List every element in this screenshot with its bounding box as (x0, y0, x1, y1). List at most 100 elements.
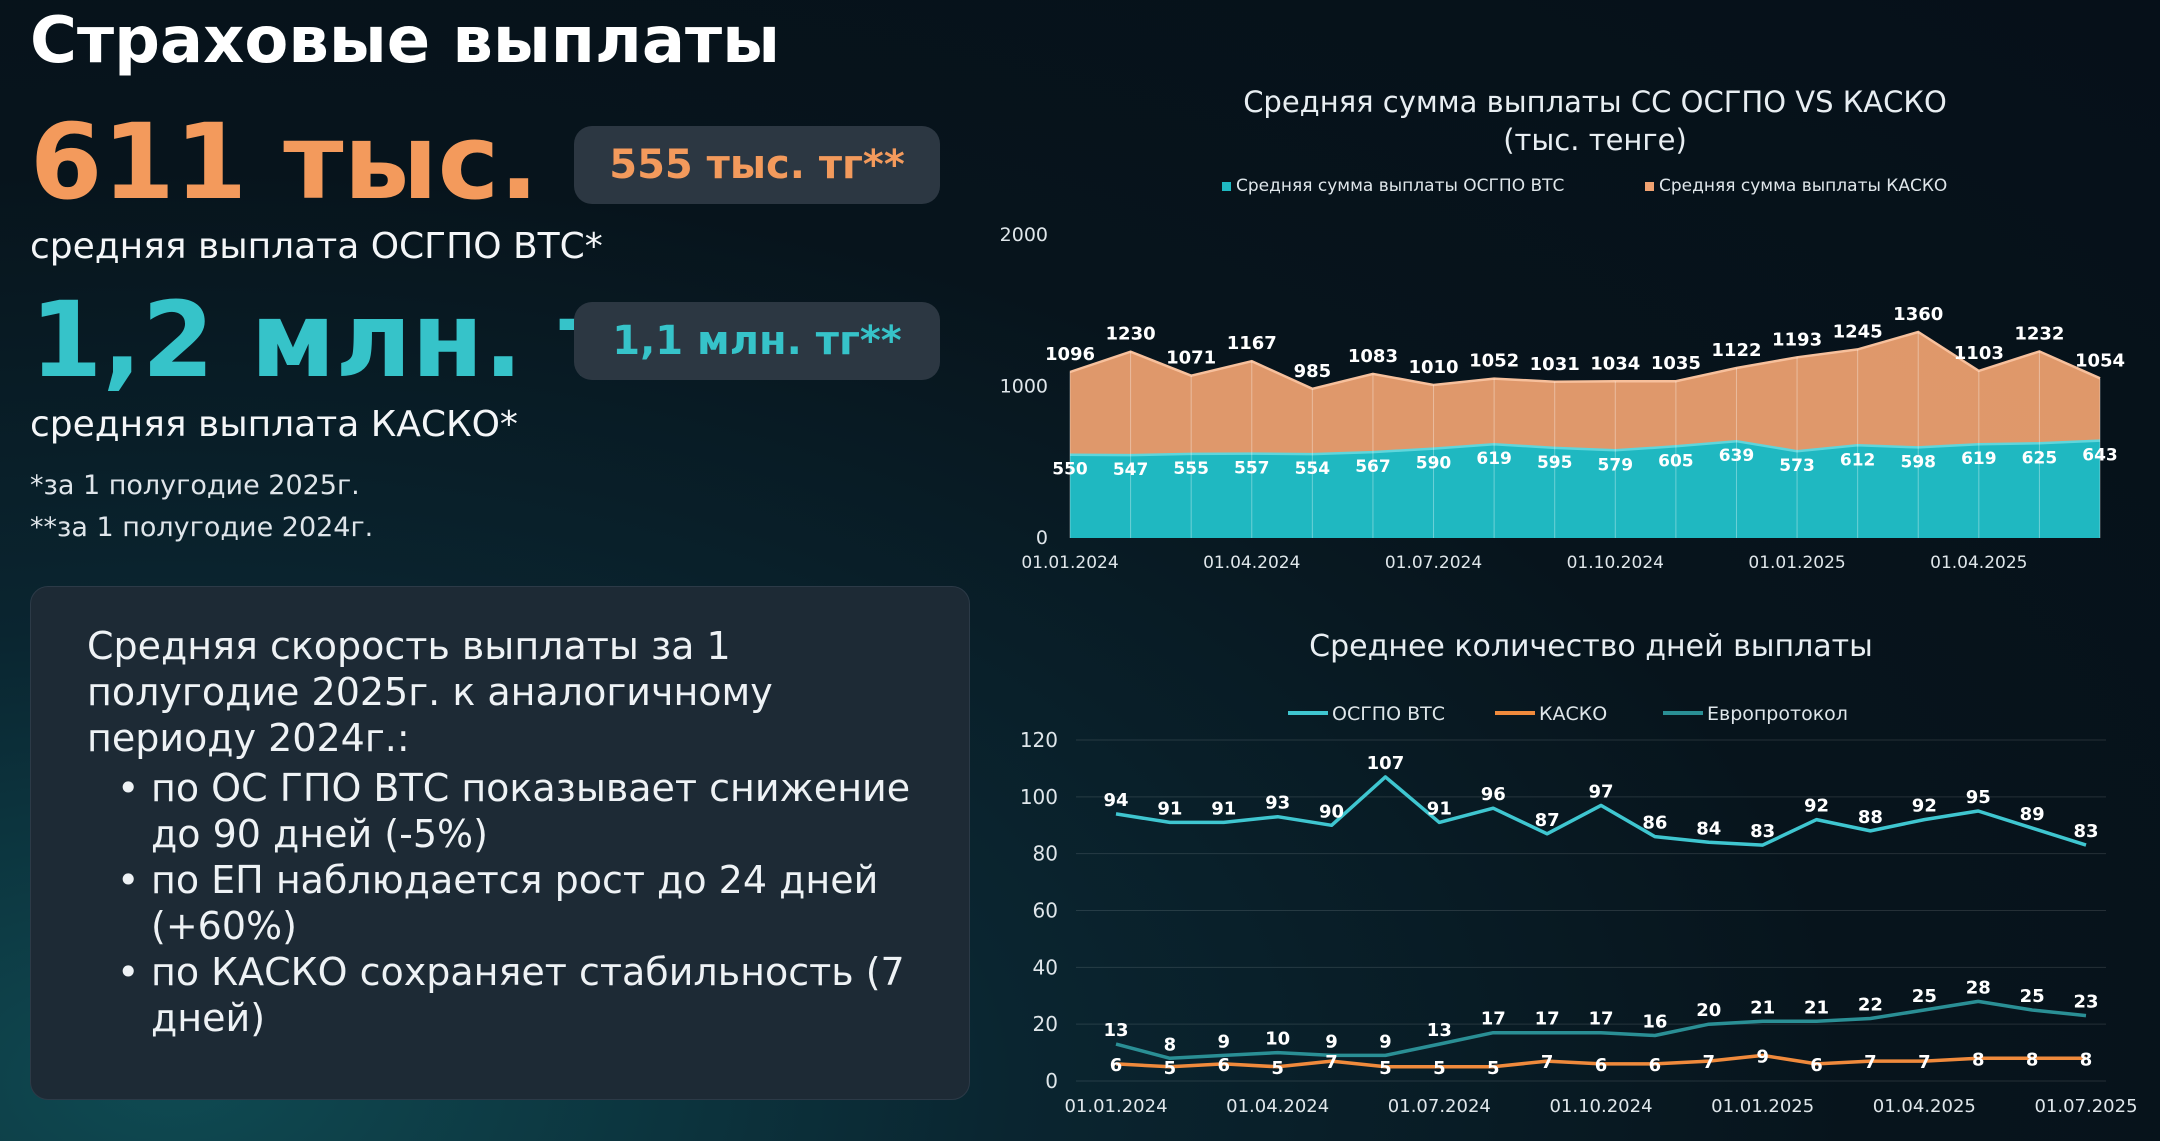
x-tick-label: 01.07.2024 (1388, 1096, 1491, 1117)
x-tick-label: 01.01.2025 (1748, 553, 1845, 573)
osgpo-value-label: 88 (1858, 807, 1883, 828)
osgpo-value-label: 612 (1840, 450, 1876, 470)
x-tick-label: 01.01.2025 (1711, 1096, 1814, 1117)
chart-subtitle: (тыс. тенге) (1503, 123, 1687, 157)
chart-title: Средняя сумма выплаты СС ОСГПО VS КАСКО (1243, 85, 1947, 119)
bullet-icon: • (117, 950, 140, 994)
kasko-previous-badge: 1,1 млн. тг** (574, 302, 940, 380)
osgpo-value-label: 625 (2022, 448, 2057, 468)
osgpo-value-label: 96 (1481, 784, 1506, 805)
kasko-value-label: 1232 (2014, 323, 2064, 344)
kasko-value-label: 7 (1918, 1052, 1931, 1073)
osgpo-value-label: 107 (1367, 753, 1405, 774)
ep-value-label: 8 (1164, 1034, 1177, 1055)
osgpo-value-label: 91 (1427, 798, 1452, 819)
kasko-value-label: 1054 (2075, 350, 2125, 371)
list-item: • по ОС ГПО ВТС показывает снижение до 90… (117, 765, 913, 857)
ep-value-label: 22 (1858, 994, 1883, 1015)
kasko-value-label: 7 (1541, 1052, 1554, 1073)
kasko-series-line (1069, 330, 2101, 391)
osgpo-value-label: 555 (1173, 459, 1209, 479)
kasko-value-label: 7 (1864, 1052, 1877, 1073)
osgpo-value-label: 87 (1535, 810, 1560, 831)
ep-value-label: 25 (2020, 986, 2045, 1007)
panel-bullet-list: • по ОС ГПО ВТС показывает снижение до 90… (87, 765, 913, 1041)
ep-value-label: 9 (1325, 1031, 1338, 1052)
kasko-value-label: 7 (1325, 1052, 1338, 1073)
osgpo-value-label: 595 (1537, 453, 1573, 473)
osgpo-value-label: 547 (1113, 460, 1149, 480)
osgpo-value-label: 554 (1295, 459, 1331, 479)
x-tick-label: 01.04.2024 (1203, 553, 1300, 573)
y-tick-label: 2000 (1000, 224, 1048, 246)
osgpo-value-label: 573 (1779, 456, 1815, 476)
footnote-2025: *за 1 полугодие 2025г. (30, 470, 360, 501)
kasko-value-label: 5 (1433, 1058, 1446, 1079)
list-item: • по ЕП наблюдается рост до 24 дней (+60%… (117, 857, 913, 949)
kasko-value-label: 1096 (1045, 344, 1095, 365)
kasko-value-label: 7 (1703, 1052, 1716, 1073)
x-tick-label: 01.04.2025 (1930, 553, 2027, 573)
kasko-value-label: 6 (1810, 1055, 1823, 1076)
y-tick-label: 120 (1020, 728, 1058, 752)
osgpo-series-line (1115, 775, 2087, 847)
y-tick-label: 60 (1033, 899, 1058, 923)
kasko-value-label: 1230 (1106, 324, 1156, 345)
legend-label-ep: Европротокол (1707, 703, 1848, 725)
x-tick-label: 01.04.2025 (1873, 1096, 1976, 1117)
ep-value-label: 9 (1218, 1031, 1231, 1052)
kasko-value-label: 8 (2080, 1049, 2093, 1070)
list-item: • по КАСКО сохраняет стабильность (7 дней… (117, 949, 913, 1041)
ep-value-label: 23 (2073, 992, 2098, 1013)
payout-amount-area-chart: Средняя сумма выплаты СС ОСГПО VS КАСКО … (1000, 85, 2125, 573)
chart-title: Среднее количество дней выплаты (1309, 629, 1873, 664)
kasko-value-label: 5 (1487, 1058, 1500, 1079)
kasko-caption: средняя выплата КАСКО* (30, 404, 518, 445)
y-tick-label: 1000 (1000, 376, 1048, 398)
osgpo-previous-badge: 555 тыс. тг** (574, 126, 940, 204)
kasko-value-label: 9 (1756, 1046, 1769, 1067)
legend-label-osgpo: ОСГПО ВТС (1332, 703, 1445, 725)
y-tick-label: 40 (1033, 955, 1058, 979)
y-tick-label: 20 (1033, 1012, 1058, 1036)
kasko-value-label: 985 (1294, 361, 1332, 382)
kasko-value-label: 8 (1972, 1049, 1985, 1070)
x-tick-label: 01.01.2024 (1021, 553, 1118, 573)
kasko-value-label: 6 (1595, 1055, 1608, 1076)
legend-label-osgpo: Средняя сумма выплаты ОСГПО ВТС (1236, 176, 1564, 196)
x-tick-label: 01.04.2024 (1226, 1096, 1329, 1117)
ep-value-label: 21 (1750, 997, 1775, 1018)
kasko-value-label: 1122 (1711, 340, 1761, 361)
x-tick-label: 01.07.2025 (2034, 1096, 2137, 1117)
legend-label-kasko: КАСКО (1539, 703, 1607, 725)
osgpo-value-label: 83 (2073, 821, 2098, 842)
osgpo-value-label: 579 (1598, 455, 1634, 475)
osgpo-value-label: 93 (1265, 793, 1290, 814)
osgpo-value-label: 643 (2082, 446, 2118, 466)
osgpo-value-label: 598 (1900, 452, 1936, 472)
osgpo-value-label: 95 (1966, 787, 1991, 808)
osgpo-value-label: 91 (1157, 798, 1182, 819)
list-item-text: по ЕП наблюдается рост до 24 дней (+60%) (151, 858, 879, 948)
kasko-value-label: 6 (1218, 1055, 1231, 1076)
kasko-value-label: 1167 (1227, 333, 1277, 354)
osgpo-series-line (1069, 439, 2101, 457)
kasko-value-label: 5 (1379, 1058, 1392, 1079)
kasko-value-label: 1031 (1530, 354, 1580, 375)
kasko-value-label: 1083 (1348, 346, 1398, 367)
kasko-value-label: 5 (1164, 1058, 1177, 1079)
y-tick-label: 0 (1036, 527, 1048, 549)
x-tick-label: 01.01.2024 (1064, 1096, 1167, 1117)
x-tick-label: 01.10.2024 (1567, 553, 1664, 573)
x-tick-label: 01.07.2024 (1385, 553, 1482, 573)
payout-days-line-chart: Среднее количество дней выплаты ОСГПО ВТ… (1020, 629, 2138, 1117)
osgpo-value-label: 639 (1719, 446, 1755, 466)
osgpo-area (1070, 440, 2100, 538)
osgpo-caption: средняя выплата ОСГПО ВТС* (30, 226, 603, 267)
page-title: Страховые выплаты (30, 4, 780, 78)
bullet-icon: • (117, 858, 140, 902)
osgpo-value-label: 550 (1052, 460, 1088, 480)
kasko-value-label: 1360 (1893, 304, 1943, 325)
kasko-value-label: 1245 (1833, 321, 1883, 342)
osgpo-value-label: 619 (1476, 449, 1512, 469)
